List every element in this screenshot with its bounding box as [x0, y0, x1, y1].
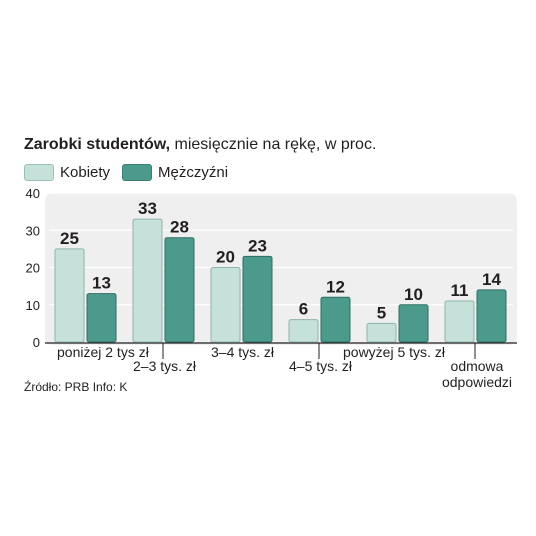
bar — [366, 322, 397, 343]
y-tick-label: 40 — [26, 186, 40, 201]
bar — [444, 300, 475, 343]
bar — [164, 237, 195, 343]
y-tick-label: 0 — [33, 335, 40, 350]
data-label: 12 — [326, 277, 345, 296]
legend-swatch-kobiety — [24, 163, 54, 181]
data-label: 25 — [60, 229, 79, 248]
data-label: 5 — [377, 303, 386, 322]
data-label: 20 — [216, 248, 235, 267]
legend-item-kobiety: Kobiety — [24, 163, 111, 181]
legend-label-mezczyzni: Mężczyźni — [158, 163, 229, 181]
bar — [210, 267, 241, 343]
data-label: 11 — [451, 281, 469, 300]
data-label: 6 — [299, 300, 308, 319]
bar — [54, 248, 85, 343]
chart-title-bold: Zarobki studentów, — [24, 136, 171, 153]
data-label: 10 — [404, 285, 423, 304]
bar — [398, 304, 429, 343]
x-tick-label: 3–4 tys. zł — [211, 344, 275, 360]
y-tick-label: 30 — [26, 223, 40, 238]
data-label: 14 — [482, 270, 501, 289]
legend-swatch-mezczyzni — [122, 163, 153, 181]
chart-title: Zarobki studentów, miesięcznie na rękę, … — [24, 136, 376, 154]
data-label: 33 — [138, 199, 157, 218]
x-tick-label: poniżej 2 tys zł — [57, 344, 150, 360]
x-tick-label: odmowa — [451, 358, 504, 374]
bar — [476, 289, 507, 343]
legend-label-kobiety: Kobiety — [60, 163, 111, 181]
bar — [86, 293, 117, 343]
data-label: 23 — [248, 236, 267, 255]
source-note: Źródło: PRB Info: K — [24, 380, 128, 394]
data-label: 28 — [170, 218, 189, 237]
y-tick-label: 10 — [26, 298, 40, 313]
x-tick-label: powyżej 5 tys. zł — [343, 344, 446, 360]
x-tick-label: 4–5 tys. zł — [289, 358, 353, 374]
bar — [242, 255, 273, 343]
legend-item-mezczyzni: Mężczyźni — [122, 163, 229, 181]
data-label: 13 — [92, 274, 111, 293]
y-tick-label: 20 — [26, 261, 40, 276]
bar — [132, 218, 163, 343]
legend: Kobiety Mężczyźni — [24, 161, 240, 183]
bar — [288, 319, 319, 343]
bar — [320, 296, 351, 343]
x-tick-label: 2–3 tys. zł — [133, 358, 197, 374]
x-tick-label: odpowiedzi — [442, 374, 512, 390]
chart-title-rest: miesięcznie na rękę, w proc. — [170, 136, 377, 153]
